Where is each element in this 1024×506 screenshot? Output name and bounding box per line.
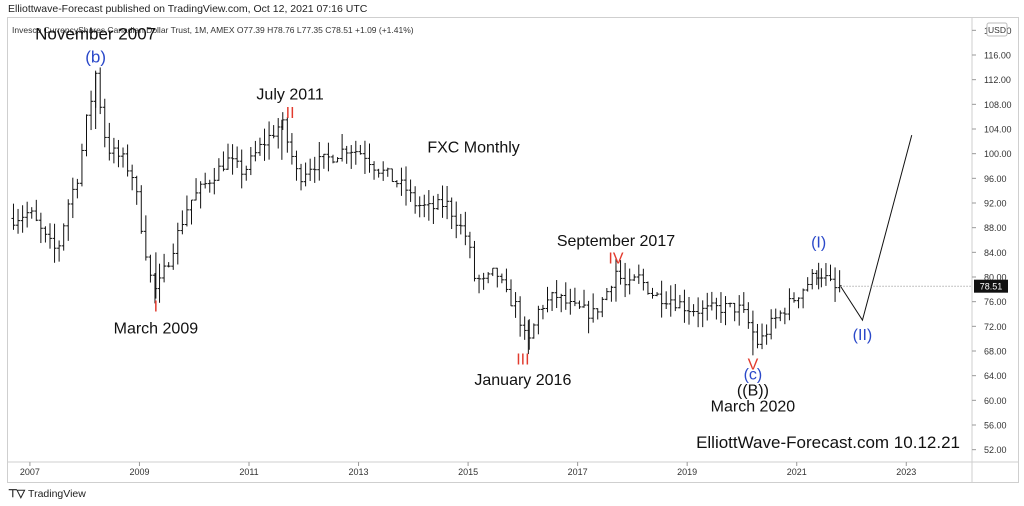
y-tick-label: 100.00 bbox=[984, 149, 1012, 159]
y-tick-label: 112.00 bbox=[984, 75, 1011, 85]
y-tick-label: 68.00 bbox=[984, 347, 1007, 357]
y-tick-label: 52.00 bbox=[984, 445, 1007, 455]
projection-path bbox=[840, 135, 913, 322]
y-tick-label: 88.00 bbox=[984, 223, 1007, 233]
wave-annotation: II bbox=[286, 105, 295, 122]
last-price-badge bbox=[974, 279, 1008, 293]
x-tick-label: 2007 bbox=[20, 467, 40, 477]
watermark: ElliottWave-Forecast.com 10.12.21 bbox=[696, 433, 960, 452]
x-tick-label: 2011 bbox=[239, 467, 258, 477]
y-tick-label: 96.00 bbox=[984, 174, 1007, 184]
wave-annotation: January 2016 bbox=[474, 372, 571, 389]
wave-annotation: FXC Monthly bbox=[427, 139, 519, 156]
chart-frame bbox=[7, 17, 1019, 483]
wave-annotation: I bbox=[154, 299, 158, 316]
x-tick-label: 2013 bbox=[349, 467, 369, 477]
y-tick-label: 72.00 bbox=[984, 322, 1007, 332]
wave-annotation: (I) bbox=[811, 234, 826, 251]
tradingview-brand: TradingView bbox=[28, 487, 86, 500]
x-tick-label: 2015 bbox=[458, 467, 478, 477]
y-tick-label: 108.00 bbox=[984, 100, 1012, 110]
y-tick-label: 80.00 bbox=[984, 273, 1007, 283]
wave-annotation: (b) bbox=[85, 47, 106, 66]
y-tick-label: 84.00 bbox=[984, 248, 1007, 258]
y-tick-label: 64.00 bbox=[984, 371, 1007, 381]
last-price-label: 78.51 bbox=[980, 282, 1003, 292]
x-tick-label: 2023 bbox=[896, 467, 916, 477]
wave-annotation: March 2020 bbox=[711, 398, 796, 415]
y-tick-label: 116.00 bbox=[984, 51, 1011, 61]
chart-legend: Invesco CurrencyShares Canadian Dollar T… bbox=[12, 25, 414, 35]
y-tick-label: 104.00 bbox=[984, 125, 1012, 135]
y-tick-label: 56.00 bbox=[984, 421, 1007, 431]
y-tick-label: 60.00 bbox=[984, 396, 1007, 406]
wave-annotation: November 2007 bbox=[35, 25, 156, 44]
published-caption: Elliottwave-Forecast published on Tradin… bbox=[8, 3, 368, 15]
currency-label: USD bbox=[988, 25, 1006, 35]
wave-annotation: III bbox=[516, 352, 529, 369]
x-tick-label: 2017 bbox=[568, 467, 588, 477]
wave-annotation: July 2011 bbox=[256, 86, 323, 103]
y-tick-label: 76.00 bbox=[984, 297, 1007, 307]
x-tick-label: 2009 bbox=[129, 467, 149, 477]
wave-annotation: (II) bbox=[853, 327, 873, 344]
currency-badge bbox=[986, 22, 1008, 37]
wave-annotation: V bbox=[748, 357, 759, 374]
x-tick-label: 2021 bbox=[787, 467, 807, 477]
tradingview-logo-icon: ⊤▽ bbox=[8, 488, 25, 500]
wave-annotation: (c) bbox=[744, 366, 763, 383]
x-tick-label: 2019 bbox=[677, 467, 697, 477]
wave-annotation: March 2009 bbox=[114, 321, 199, 338]
wave-annotation: ((B)) bbox=[737, 382, 769, 399]
wave-annotation: September 2017 bbox=[557, 233, 675, 250]
y-tick-label: 92.00 bbox=[984, 199, 1007, 209]
tradingview-footer[interactable]: ⊤▽ TradingView bbox=[8, 487, 86, 501]
wave-annotation: IV bbox=[608, 250, 623, 267]
